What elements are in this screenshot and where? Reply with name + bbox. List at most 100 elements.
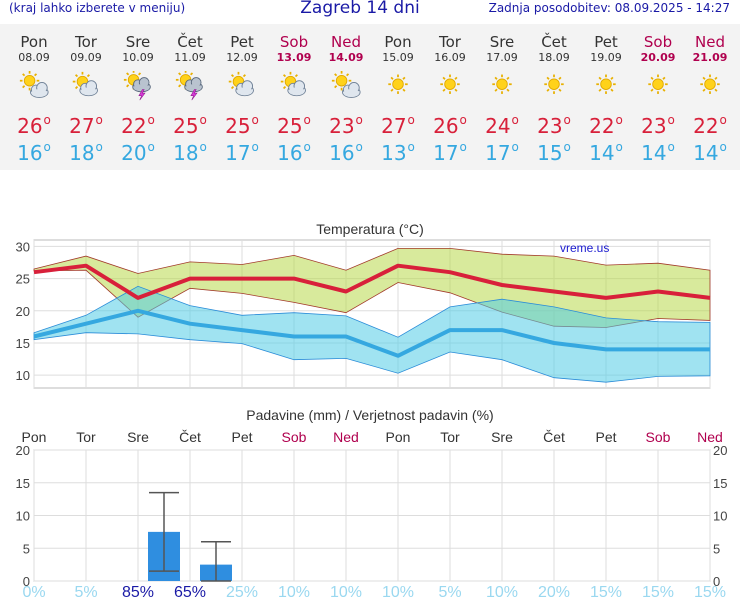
precip-probability: 10% — [278, 584, 310, 600]
precip-probability: 85% — [122, 584, 154, 600]
precip-y-tick-left: 0 — [23, 574, 30, 589]
day-name: Pet — [594, 33, 618, 51]
forecast-day: Tor 09.09 27o 18o — [60, 24, 112, 166]
precip-y-tick-right: 0 — [713, 574, 720, 589]
last-update: Zadnja posodobitev: 08.09.2025 - 14:27 — [488, 1, 730, 15]
max-temp: 23o — [329, 113, 363, 138]
precip-day-label: Ned — [697, 429, 723, 445]
day-date: 08.09 — [18, 51, 50, 64]
max-temp: 26o — [17, 113, 51, 138]
precip-day-label: Sob — [282, 429, 307, 445]
precip-probability: 65% — [174, 584, 206, 600]
day-date: 17.09 — [486, 51, 518, 64]
max-temp: 25o — [225, 113, 259, 138]
day-name: Pon — [20, 33, 48, 51]
day-name: Ned — [695, 33, 725, 51]
precip-probability: 5% — [438, 584, 461, 600]
precip-probability: 25% — [226, 584, 258, 600]
precip-y-tick-right: 15 — [713, 476, 727, 491]
min-temp-line — [33, 308, 710, 358]
sun-icon — [485, 71, 519, 101]
min-temp: 13o — [381, 140, 415, 165]
day-date: 13.09 — [276, 51, 312, 64]
day-name: Sob — [279, 33, 309, 51]
header: (kraj lahko izberete v meniju) Zagreb 14… — [0, 0, 740, 22]
partly-cloudy-icon — [17, 71, 51, 101]
watermark: vreme.us — [560, 241, 609, 255]
min-temp: 16o — [17, 140, 51, 165]
min-temp: 16o — [277, 140, 311, 165]
sun-icon — [537, 71, 571, 101]
day-name: Tor — [439, 33, 461, 51]
max-temp: 27o — [381, 113, 415, 138]
day-name: Tor — [75, 33, 97, 51]
min-temp: 14o — [641, 140, 675, 165]
max-temp: 23o — [641, 113, 675, 138]
precip-day-label: Sre — [127, 429, 149, 445]
day-date: 16.09 — [434, 51, 466, 64]
day-name: Čet — [177, 33, 203, 51]
cloudy-icon — [225, 71, 259, 101]
precip-chart-title: Padavine (mm) / Verjetnost padavin (%) — [246, 407, 493, 423]
sun-shape — [648, 74, 668, 94]
forecast-day: Ned 14.09 23o 16o — [320, 24, 372, 166]
temp-y-tick: 20 — [16, 304, 30, 319]
min-temp-range-band — [33, 285, 711, 383]
temp-y-tick: 30 — [16, 239, 30, 254]
day-date: 19.09 — [590, 51, 622, 64]
day-date: 21.09 — [692, 51, 728, 64]
location-menu-hint[interactable]: (kraj lahko izberete v meniju) — [9, 1, 186, 15]
day-name: Sre — [489, 33, 515, 51]
sun-shape — [544, 74, 564, 94]
temp-chart-title: Temperatura (°C) — [316, 221, 424, 237]
precip-day-label: Pet — [595, 429, 616, 445]
precip-day-label: Tor — [76, 429, 96, 445]
precip-y-tick-right: 5 — [713, 541, 720, 556]
forecast-day: Tor 16.09 26o 17o — [424, 24, 476, 166]
forecast-day: Pet 12.09 25o 17o — [216, 24, 268, 166]
forecast-day: Ned 21.09 22o 14o — [684, 24, 736, 166]
forecast-day: Pet 19.09 22o 14o — [580, 24, 632, 166]
precip-probability: 10% — [330, 584, 362, 600]
thunderstorm-icon — [121, 70, 155, 101]
precip-day-label: Sob — [646, 429, 671, 445]
sun-shape — [19, 71, 40, 91]
sun-shape — [388, 74, 408, 94]
forecast-day: Sob 13.09 25o 16o — [268, 24, 320, 166]
min-temp: 15o — [537, 140, 571, 165]
sun-shape — [492, 74, 512, 94]
day-date: 12.09 — [226, 51, 258, 64]
cloudy-icon — [277, 71, 311, 101]
min-temp: 17o — [433, 140, 467, 165]
day-name: Pet — [230, 33, 254, 51]
max-temp: 22o — [693, 113, 727, 138]
forecast-day: Pon 08.09 26o 16o — [8, 24, 60, 166]
precip-day-label: Pon — [22, 429, 47, 445]
forecast-day: Pon 15.09 27o 13o — [372, 24, 424, 166]
sun-shape — [331, 71, 352, 91]
max-temp: 23o — [537, 113, 571, 138]
max-temp: 25o — [277, 113, 311, 138]
precip-y-tick-left: 15 — [16, 476, 30, 491]
max-temp: 25o — [173, 113, 207, 138]
forecast-day: Sre 17.09 24o 17o — [476, 24, 528, 166]
precip-probability: 5% — [74, 584, 97, 600]
day-name: Čet — [541, 33, 567, 51]
day-name: Ned — [331, 33, 361, 51]
partly-cloudy-icon — [329, 71, 363, 101]
max-temp-line — [33, 263, 711, 300]
precip-y-tick-left: 10 — [16, 509, 30, 524]
max-temp: 26o — [433, 113, 467, 138]
min-temp: 18o — [69, 140, 103, 165]
precip-day-label: Čet — [179, 429, 201, 445]
precip-y-tick-left: 5 — [23, 541, 30, 556]
precip-day-label: Pet — [231, 429, 252, 445]
cloudy-icon — [69, 71, 103, 101]
precip-probability: 15% — [694, 584, 726, 600]
sun-icon — [693, 71, 727, 101]
day-name: Sob — [643, 33, 673, 51]
sun-shape — [596, 74, 616, 94]
thunderstorm-icon — [173, 70, 207, 101]
precip-probability: 10% — [382, 584, 414, 600]
forecast-day: Sob 20.09 23o 14o — [632, 24, 684, 166]
